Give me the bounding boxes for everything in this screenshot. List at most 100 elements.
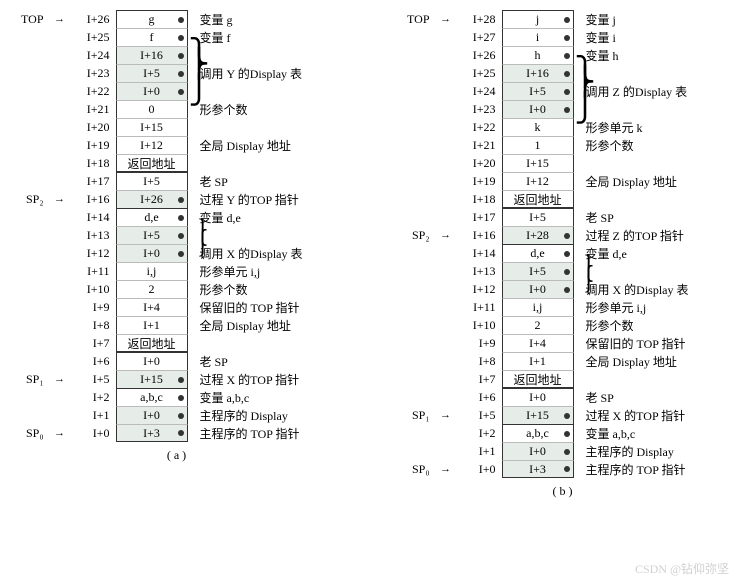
description-text: 保留旧的 TOP 指针: [200, 301, 300, 315]
address-label: I+19: [74, 138, 116, 153]
dot-icon: [564, 269, 570, 275]
stack-row: I+9I+4保留旧的 TOP 指针: [380, 334, 739, 352]
row-description: 保留旧的 TOP 指针: [574, 335, 739, 352]
row-description: 形参个数: [188, 101, 360, 118]
dot-icon: [178, 377, 184, 383]
stack-row: I+24I+5⎬调用 Z 的Display 表: [380, 82, 739, 100]
stack-cell: i,j: [116, 262, 188, 280]
dot-icon: [564, 431, 570, 437]
row-description: 形参单元 k: [574, 119, 739, 136]
address-label: I+28: [460, 12, 502, 27]
description-text: 过程 Y 的TOP 指针: [200, 193, 299, 207]
stack-row: TOP→I+28j变量 j: [380, 10, 739, 28]
cell-value: I+16: [140, 48, 163, 63]
stack-cell: I+16: [116, 46, 188, 64]
stack-row: I+8I+1全局 Display 地址: [380, 352, 739, 370]
dot-icon: [178, 215, 184, 221]
address-label: I+24: [460, 84, 502, 99]
pointer-label: SP₁: [380, 408, 432, 423]
stack-row: I+21 1 形参个数: [380, 136, 739, 154]
row-description: 变量 g: [188, 11, 360, 28]
cell-value: I+1: [143, 318, 160, 333]
address-label: I+14: [74, 210, 116, 225]
cell-value: i,j: [533, 300, 543, 315]
address-label: I+20: [74, 120, 116, 135]
dot-icon: [564, 251, 570, 257]
row-description: ⎬调用 Z 的Display 表: [574, 83, 739, 100]
row-description: 老 SP: [188, 353, 360, 370]
stack-row: I+11i,j形参单元 i,j: [380, 298, 739, 316]
stack-row: I+19I+12全局 Display 地址: [0, 136, 360, 154]
cell-value: 1: [535, 138, 541, 153]
address-label: I+25: [74, 30, 116, 45]
stack-cell: I+5: [116, 172, 188, 190]
address-label: I+26: [460, 48, 502, 63]
address-label: I+17: [460, 210, 502, 225]
cell-value: d,e: [530, 246, 544, 261]
description-text: 过程 Z 的TOP 指针: [586, 229, 684, 243]
pointer-label: TOP: [380, 12, 432, 27]
cell-value: a,b,c: [140, 390, 163, 405]
cell-value: I+0: [143, 354, 160, 369]
description-text: 主程序的 TOP 指针: [586, 463, 686, 477]
stack-row: I+2a,b,c变量 a,b,c: [380, 424, 739, 442]
arrow-icon: →: [46, 427, 74, 439]
row-description: 变量 h: [574, 47, 739, 64]
cell-value: I+26: [140, 192, 163, 207]
address-label: I+16: [74, 192, 116, 207]
stack-cell: 0: [116, 100, 188, 118]
address-label: I+25: [460, 66, 502, 81]
dot-icon: [564, 71, 570, 77]
arrow-icon: →: [432, 409, 460, 421]
address-label: I+9: [74, 300, 116, 315]
cell-value: 返回地址: [127, 335, 175, 352]
stack-row: I+18返回地址: [0, 154, 360, 172]
row-description: 老 SP: [188, 173, 360, 190]
cell-value: 返回地址: [127, 155, 175, 172]
stack-cell: I+0: [116, 244, 188, 262]
description-text: 形参个数: [586, 139, 634, 153]
address-label: I+21: [460, 138, 502, 153]
description-text: 变量 g: [200, 13, 233, 27]
description-text: 老 SP: [586, 391, 614, 405]
dot-icon: [178, 413, 184, 419]
stack-row: I+22I+0⎭: [0, 82, 360, 100]
dot-icon: [564, 35, 570, 41]
cell-value: I+0: [529, 444, 546, 459]
row-description: 过程 X 的TOP 指针: [188, 371, 360, 388]
stack-row: SP₂→I+16I+26过程 Y 的TOP 指针: [0, 190, 360, 208]
stack-cell: f: [116, 28, 188, 46]
stack-row: I+8I+1全局 Display 地址: [0, 316, 360, 334]
stack-cell: 2: [116, 280, 188, 298]
dot-icon: [564, 413, 570, 419]
address-label: I+22: [74, 84, 116, 99]
cell-value: I+0: [143, 84, 160, 99]
address-label: I+9: [460, 336, 502, 351]
stack-cell: I+16: [502, 64, 574, 82]
stack-diagram-a: TOP→I+26g变量 gI+25f变量 fI+24I+16⎫I+23I+5⎬调…: [0, 10, 360, 499]
dot-icon: [564, 53, 570, 59]
description-text: 调用 Y 的Display 表: [200, 67, 303, 81]
row-description: 形参个数: [574, 317, 739, 334]
cell-value: I+5: [143, 174, 160, 189]
stack-cell: I+3: [116, 424, 188, 442]
address-label: I+23: [460, 102, 502, 117]
cell-value: g: [149, 12, 155, 27]
stack-row: I+14d,e变量 d,e: [380, 244, 739, 262]
stack-cell: d,e: [116, 208, 188, 226]
pointer-label: SP₁: [0, 372, 46, 387]
stack-cell: I+0: [116, 82, 188, 100]
stack-row: I+24I+16⎫: [0, 46, 360, 64]
stack-cell: I+3: [502, 460, 574, 478]
address-label: I+5: [74, 372, 116, 387]
row-description: ⎰调用 X 的Display 表: [574, 281, 739, 298]
stack-row: I+102形参个数: [0, 280, 360, 298]
stack-cell: I+26: [116, 190, 188, 208]
stack-row: I+20I+15: [0, 118, 360, 136]
stack-row: I+11i,j形参单元 i,j: [0, 262, 360, 280]
stack-row: I+23I+0⎭: [380, 100, 739, 118]
address-label: I+10: [460, 318, 502, 333]
cell-value: 返回地址: [513, 371, 561, 388]
stack-row: I+9I+4保留旧的 TOP 指针: [0, 298, 360, 316]
dot-icon: [178, 251, 184, 257]
